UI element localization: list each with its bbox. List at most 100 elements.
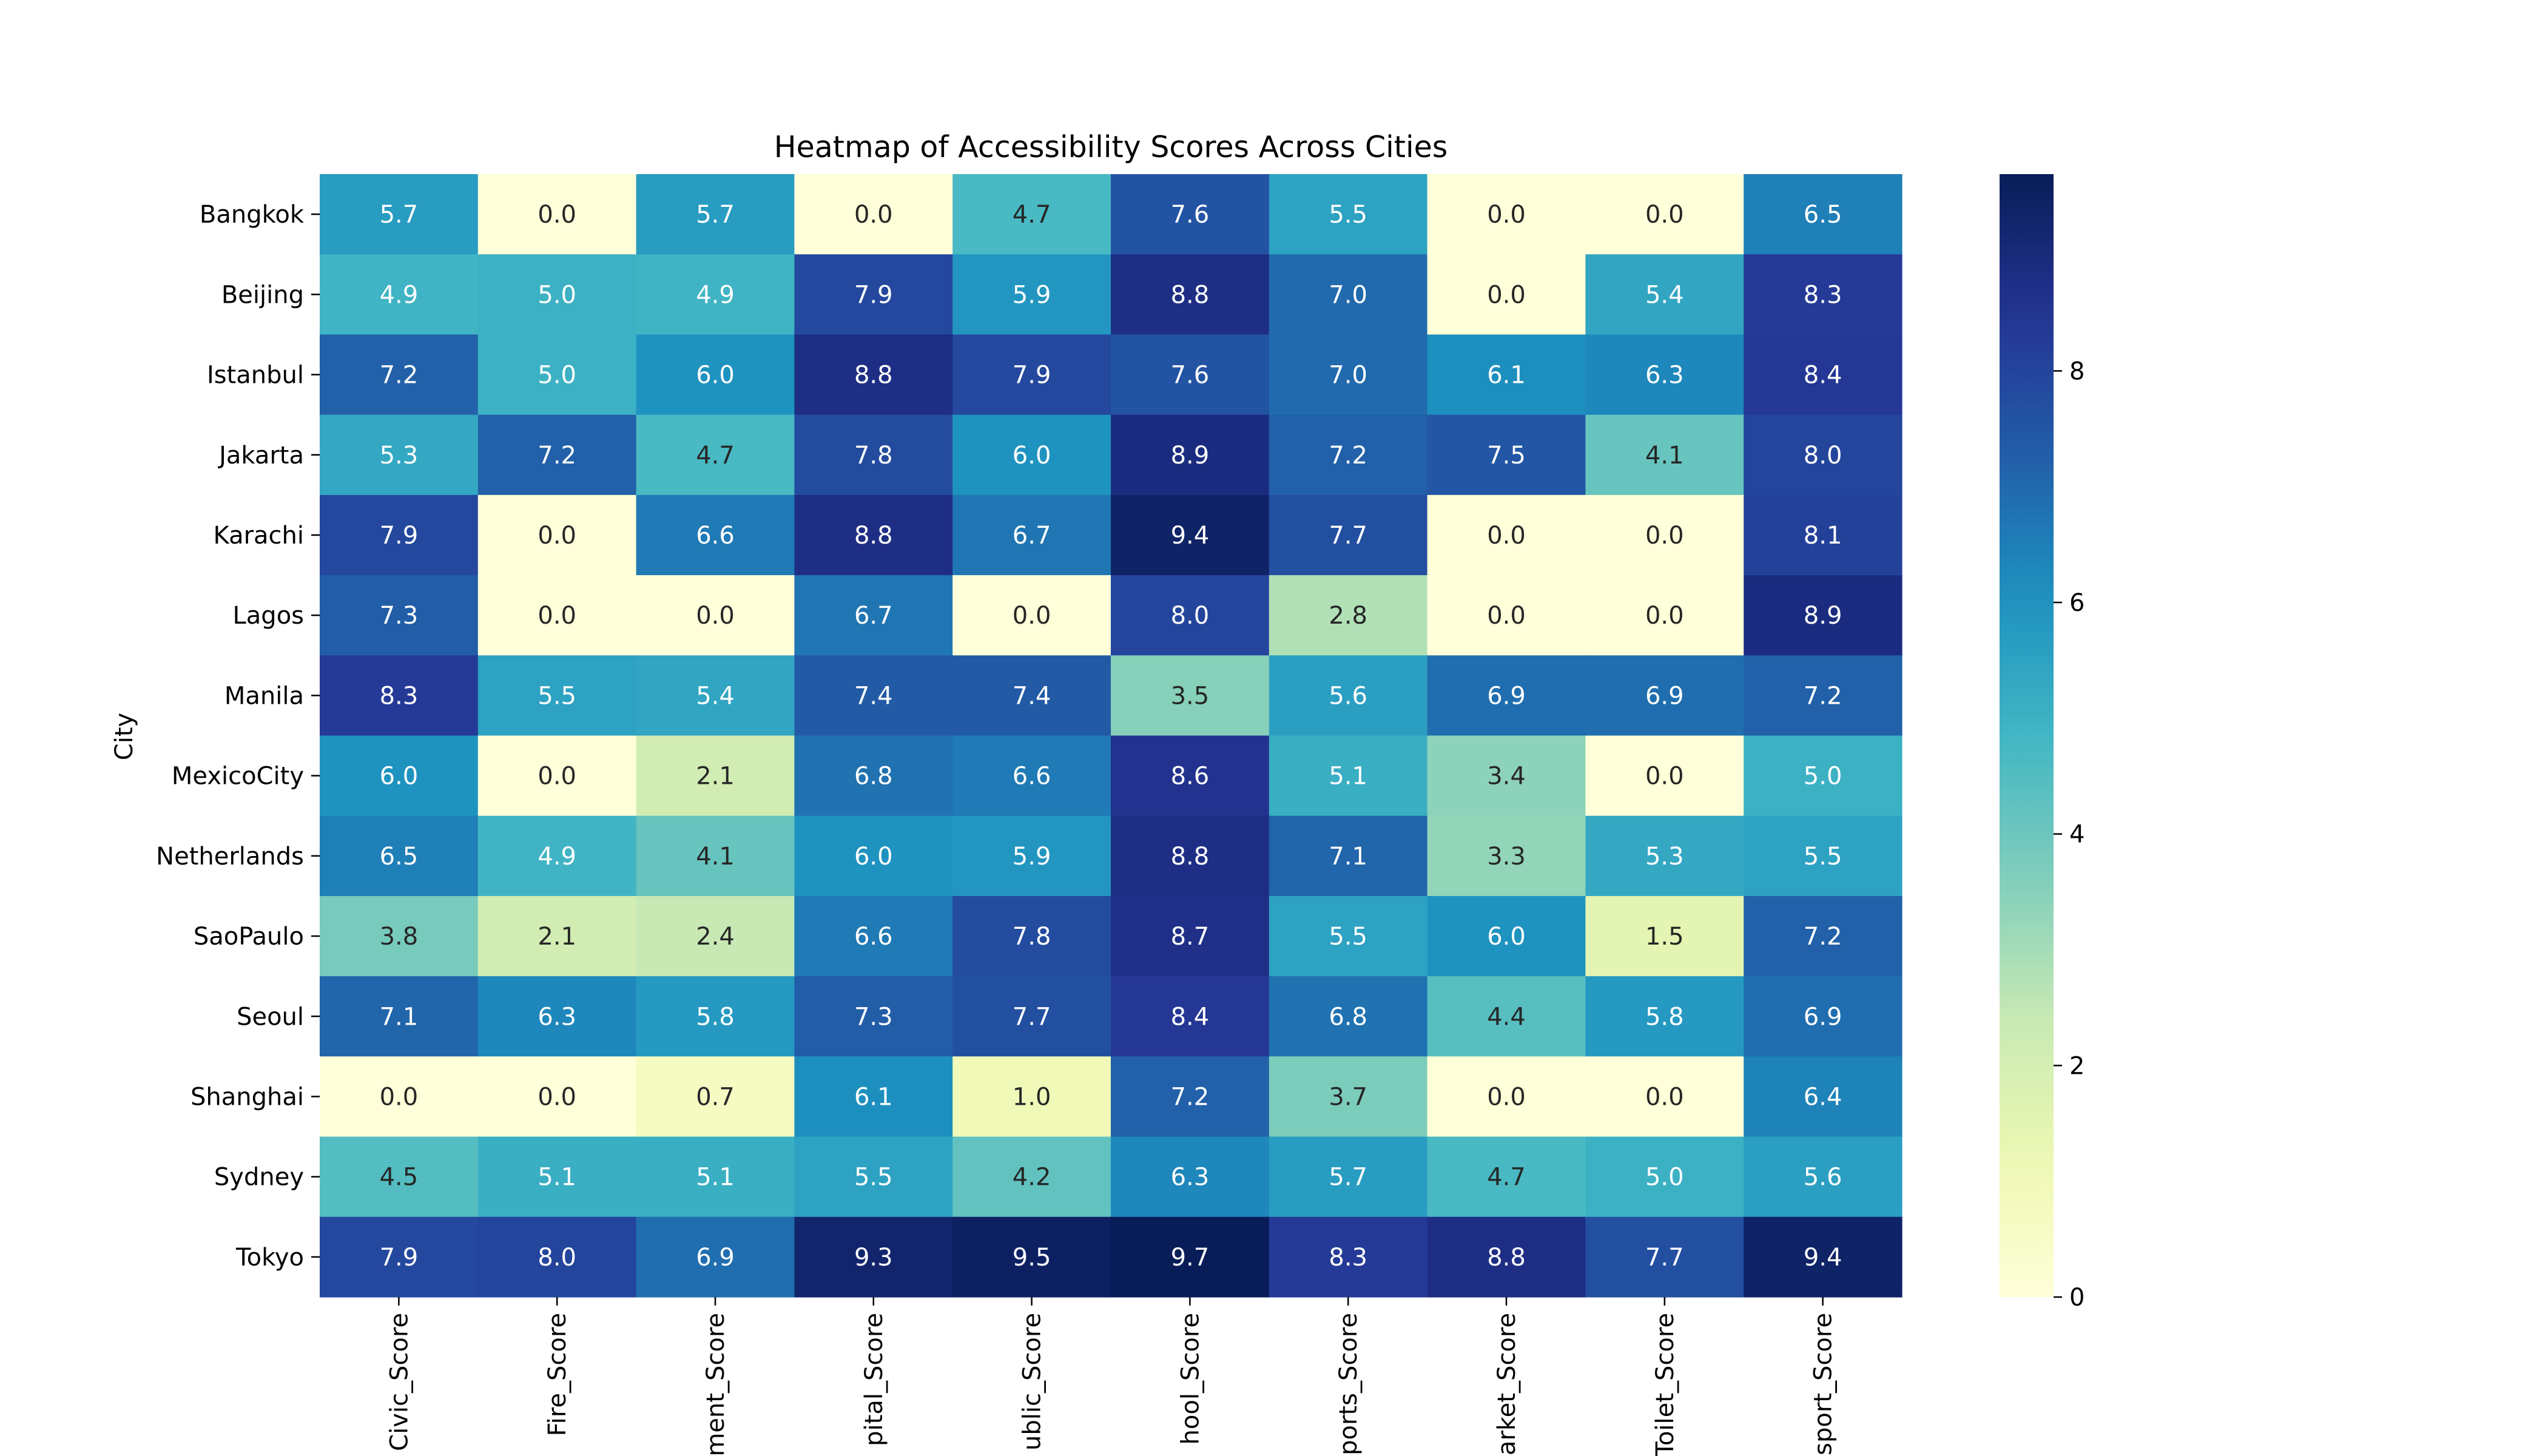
- cell-value-label: 8.8: [1171, 281, 1210, 309]
- row-label: Istanbul: [207, 362, 304, 389]
- cell-value-label: 6.0: [1487, 923, 1526, 951]
- heatmap-cell: [320, 1056, 479, 1138]
- heatmap-cell: [636, 494, 795, 576]
- cell-value-label: 7.8: [1013, 923, 1051, 951]
- heatmap-cell: [794, 1056, 953, 1138]
- heatmap-cell: [636, 575, 795, 656]
- cell-value-label: 7.2: [1329, 442, 1367, 470]
- heatmap-cell: [1111, 334, 1270, 416]
- heatmap-cell: [1111, 976, 1270, 1057]
- heatmap-cell: [320, 414, 479, 496]
- heatmap-cell: [794, 1216, 953, 1298]
- cell-value-label: 0.0: [1645, 602, 1684, 630]
- column-label: ports_Score: [1335, 1313, 1363, 1455]
- heatmap-cell: [1111, 735, 1270, 817]
- heatmap-cell: [1427, 254, 1586, 335]
- cell-value-label: 7.2: [1804, 923, 1842, 951]
- heatmap-cell: [794, 575, 953, 656]
- cell-value-label: 0.0: [1487, 281, 1526, 309]
- cell-value-label: 8.4: [1804, 362, 1842, 389]
- heatmap-cell: [1585, 575, 1744, 656]
- cell-value-label: 8.4: [1171, 1003, 1210, 1031]
- cell-value-label: 7.3: [380, 602, 419, 630]
- row-label: SaoPaulo: [194, 923, 304, 951]
- cell-value-label: 4.7: [1487, 1164, 1526, 1191]
- heatmap-cell: [1744, 815, 1903, 897]
- cell-value-label: 4.2: [1013, 1164, 1051, 1191]
- cell-value-label: 7.8: [854, 442, 893, 470]
- cell-value-label: 6.6: [854, 923, 893, 951]
- heatmap-cell: [1269, 655, 1428, 736]
- cell-value-label: 6.0: [854, 843, 893, 871]
- column-label: pital_Score: [860, 1313, 888, 1446]
- cell-value-label: 0.0: [538, 522, 576, 550]
- heatmap-cell: [1585, 414, 1744, 496]
- heatmap-cell: [1269, 1216, 1428, 1298]
- heatmap-cell: [952, 575, 1111, 656]
- heatmap-cell: [952, 976, 1111, 1057]
- row-label: Seoul: [237, 1003, 304, 1031]
- heatmap-cell: [1269, 815, 1428, 897]
- heatmap-cell: [794, 1136, 953, 1218]
- cell-value-label: 0.0: [1487, 201, 1526, 229]
- cell-value-label: 5.4: [1645, 281, 1684, 309]
- heatmap-cell: [477, 655, 637, 736]
- cell-value-label: 0.0: [380, 1083, 419, 1111]
- column-label: ment_Score: [702, 1313, 730, 1456]
- heatmap-cell: [477, 895, 637, 977]
- heatmap-cell: [1744, 414, 1903, 496]
- cell-value-label: 8.3: [1329, 1244, 1367, 1272]
- colorbar-tick-label: 0: [2069, 1284, 2085, 1312]
- cell-value-label: 7.6: [1171, 201, 1210, 229]
- cell-value-label: 7.2: [538, 442, 576, 470]
- heatmap-cell: [1269, 1136, 1428, 1218]
- cell-value-label: 5.1: [696, 1164, 735, 1191]
- row-label: Netherlands: [156, 843, 304, 871]
- heatmap-cell: [477, 334, 637, 416]
- heatmap-cell: [1427, 895, 1586, 977]
- heatmap-cell: [1111, 254, 1270, 335]
- cell-value-label: 7.0: [1329, 281, 1367, 309]
- heatmap-cell: [1427, 174, 1586, 255]
- colorbar-tick-label: 6: [2069, 589, 2085, 617]
- cell-value-label: 9.5: [1013, 1244, 1051, 1272]
- cell-value-label: 7.2: [1804, 682, 1842, 710]
- cell-value-label: 7.2: [1171, 1083, 1210, 1111]
- cell-value-label: 8.1: [1804, 522, 1842, 550]
- cell-value-label: 3.5: [1171, 682, 1210, 710]
- heatmap-cell: [794, 735, 953, 817]
- heatmap-cell: [1744, 575, 1903, 656]
- heatmap-cell: [1585, 976, 1744, 1057]
- cell-value-label: 7.9: [1013, 362, 1051, 389]
- heatmap-cell: [1269, 1056, 1428, 1138]
- heatmap-cell: [1427, 815, 1586, 897]
- heatmap-cell: [1744, 494, 1903, 576]
- cell-value-label: 5.0: [538, 362, 576, 389]
- cell-value-label: 0.0: [538, 763, 576, 790]
- heatmap-cell: [320, 815, 479, 897]
- cell-value-label: 7.0: [1329, 362, 1367, 389]
- heatmap-cell: [477, 254, 637, 335]
- heatmap-cell: [320, 334, 479, 416]
- cell-value-label: 6.0: [696, 362, 735, 389]
- heatmap-cell: [952, 494, 1111, 576]
- cell-value-label: 0.0: [1487, 522, 1526, 550]
- cell-value-label: 6.4: [1804, 1083, 1842, 1111]
- heatmap-cell: [1427, 575, 1586, 656]
- heatmap-cell: [952, 895, 1111, 977]
- heatmap-cell: [320, 174, 479, 255]
- cell-value-label: 0.0: [1487, 602, 1526, 630]
- heatmap-cell: [952, 174, 1111, 255]
- heatmap-cell: [477, 494, 637, 576]
- heatmap-cell: [1269, 334, 1428, 416]
- heatmap-cell: [636, 735, 795, 817]
- cell-value-label: 0.0: [1645, 201, 1684, 229]
- heatmap-cell: [636, 414, 795, 496]
- cell-value-label: 0.0: [1487, 1083, 1526, 1111]
- heatmap-cell: [320, 976, 479, 1057]
- heatmap-cell: [636, 1216, 795, 1298]
- heatmap-cell: [952, 1056, 1111, 1138]
- colorbar-tick-label: 4: [2069, 821, 2085, 849]
- heatmap-cell: [1744, 1216, 1903, 1298]
- heatmap-cell: [636, 1056, 795, 1138]
